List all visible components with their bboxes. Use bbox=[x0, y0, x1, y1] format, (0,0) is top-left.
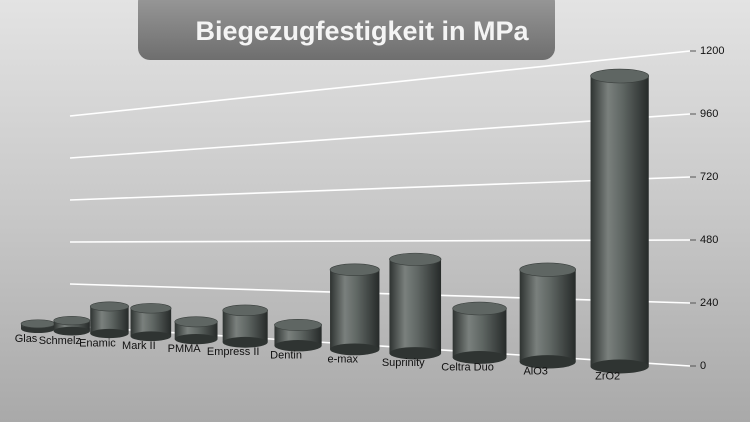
y-tick-label: 240 bbox=[700, 297, 718, 309]
x-tick-label: Empress II bbox=[207, 346, 260, 358]
x-tick-label: ZrO2 bbox=[595, 370, 620, 382]
bar-bottom bbox=[452, 350, 507, 364]
bar bbox=[53, 320, 90, 332]
bar bbox=[519, 269, 576, 362]
x-tick-label: Mark II bbox=[122, 340, 156, 352]
bar-bottom bbox=[90, 328, 129, 339]
bar-top bbox=[590, 68, 650, 84]
bar-top bbox=[389, 252, 442, 266]
bar-top bbox=[519, 262, 577, 277]
x-tick-label: Glas bbox=[15, 333, 38, 345]
x-tick-label: Dentin bbox=[270, 350, 302, 362]
bar-bottom bbox=[174, 334, 218, 345]
bar-bottom bbox=[590, 359, 649, 374]
grid-line bbox=[69, 325, 691, 367]
bar bbox=[452, 308, 507, 358]
bar bbox=[590, 76, 649, 367]
grid-line bbox=[69, 283, 691, 304]
bar-bottom bbox=[274, 340, 322, 352]
bar-top bbox=[329, 263, 380, 276]
bar-top bbox=[222, 304, 268, 317]
bar-bottom bbox=[222, 336, 268, 348]
y-tick-label: 720 bbox=[700, 171, 718, 183]
y-tick-label: 960 bbox=[700, 108, 718, 120]
x-tick-label: Schmelz bbox=[39, 335, 81, 347]
bar bbox=[389, 259, 442, 354]
bar-top bbox=[89, 301, 129, 312]
y-tick-label: 480 bbox=[700, 234, 718, 246]
grid-line bbox=[69, 113, 691, 159]
bar bbox=[330, 269, 380, 350]
y-tick-label: 0 bbox=[700, 360, 706, 372]
x-tick-label: Celtra Duo bbox=[441, 361, 494, 373]
title-box bbox=[138, 0, 555, 60]
bar-bottom bbox=[53, 326, 90, 336]
grid-line bbox=[69, 50, 691, 117]
y-tick-label: 1200 bbox=[700, 45, 724, 57]
x-tick-label: Suprinity bbox=[382, 357, 425, 369]
x-tick-label: PMMA bbox=[168, 343, 202, 355]
grid-line bbox=[69, 176, 691, 201]
bar-top bbox=[452, 301, 507, 316]
bar-top bbox=[174, 316, 218, 328]
x-tick-label: Enamic bbox=[79, 337, 116, 349]
x-tick-label: e-max bbox=[327, 353, 358, 365]
bar-top bbox=[53, 315, 91, 326]
bar-bottom bbox=[389, 347, 442, 360]
bar-top bbox=[274, 319, 322, 331]
grid-line bbox=[69, 239, 691, 243]
bar-bottom bbox=[330, 343, 380, 356]
bar-bottom bbox=[130, 331, 172, 342]
bar-top bbox=[130, 303, 172, 314]
x-tick-label: AlO3 bbox=[523, 366, 547, 378]
chart-title: Biegezugfestigkeit in MPa bbox=[195, 16, 529, 46]
bar-top bbox=[20, 319, 56, 329]
bar-bottom bbox=[519, 355, 576, 369]
